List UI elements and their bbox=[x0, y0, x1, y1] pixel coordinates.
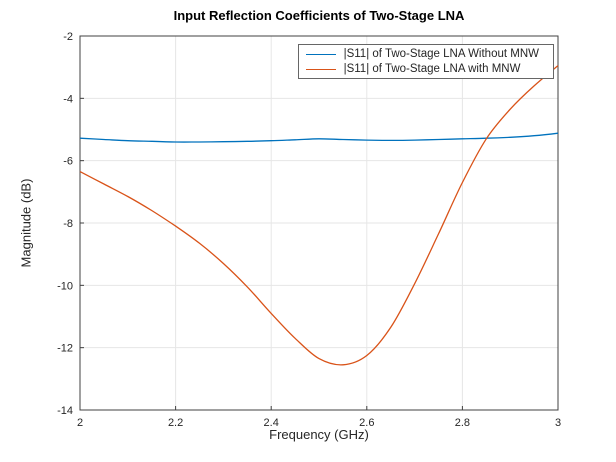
y-tick-label: -14 bbox=[57, 405, 73, 417]
legend-line-swatch-without-mnw bbox=[305, 53, 336, 55]
x-tick-label: 2.6 bbox=[359, 417, 374, 429]
x-tick-label: 2 bbox=[77, 417, 83, 429]
x-axis-label: Frequency (GHz) bbox=[269, 427, 369, 442]
legend-label-without-mnw: |S11| of Two-Stage LNA Without MNW bbox=[343, 48, 539, 60]
y-tick-label: -8 bbox=[63, 218, 73, 230]
y-tick-label: -10 bbox=[57, 280, 73, 292]
x-tick-label: 3 bbox=[555, 417, 561, 429]
legend-label-with-mnw: |S11| of Two-Stage LNA with MNW bbox=[343, 63, 521, 75]
legend: |S11| of Two-Stage LNA Without MNW |S11|… bbox=[297, 44, 554, 79]
series-line-0 bbox=[79, 132, 559, 143]
x-tick-label: 2.4 bbox=[264, 417, 279, 429]
y-tick-label: -2 bbox=[63, 31, 73, 43]
y-tick-label: -6 bbox=[63, 156, 73, 168]
series-line-1 bbox=[79, 65, 559, 366]
x-tick-label: 2.2 bbox=[168, 417, 183, 429]
legend-item-with-mnw: |S11| of Two-Stage LNA with MNW bbox=[305, 63, 539, 75]
legend-item-without-mnw: |S11| of Two-Stage LNA Without MNW bbox=[305, 48, 539, 60]
y-tick-label: -4 bbox=[63, 93, 73, 105]
y-axis-label: Magnitude (dB) bbox=[18, 178, 34, 268]
y-tick-label: -12 bbox=[57, 343, 73, 355]
x-tick-label: 2.8 bbox=[455, 417, 470, 429]
legend-line-swatch-with-mnw bbox=[305, 68, 336, 70]
chart-title: Input Reflection Coefficients of Two-Sta… bbox=[173, 8, 465, 23]
